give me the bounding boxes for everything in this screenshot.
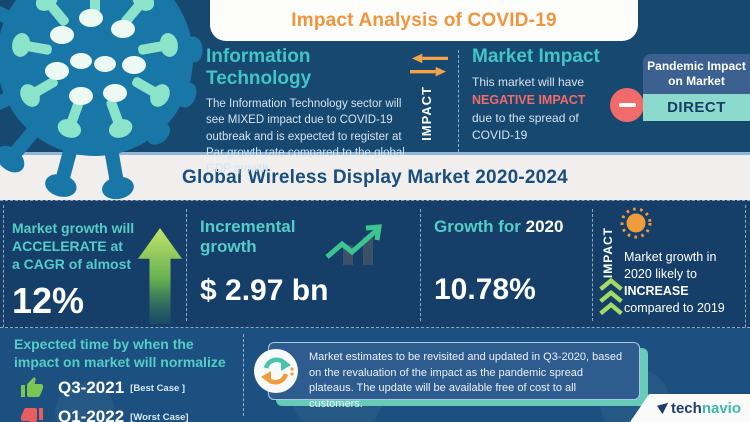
thumbs-down-icon xyxy=(21,408,43,422)
dashed-edge-right xyxy=(745,205,746,417)
cagr-line-1: Market growth will xyxy=(12,220,135,236)
brand-name-prefix: tech xyxy=(670,399,702,417)
sector-description: The Information Technology sector will s… xyxy=(206,98,405,176)
exchange-arrows-icon xyxy=(410,53,448,77)
coronavirus-icon xyxy=(0,0,204,202)
market-impact-line3: COVID-19 xyxy=(472,127,528,142)
update-note-text: Market estimates to be revisited and upd… xyxy=(309,351,623,410)
market-title-strip: Global Wireless Display Market 2020-2024 xyxy=(0,152,750,200)
cagr-line-3: a CAGR of almost xyxy=(12,256,132,273)
best-case-note: [Best Case ] xyxy=(130,382,186,394)
growth-2020-stat: Growth for 2020 10.78% xyxy=(434,217,584,307)
cagr-line-2: ACCELERATE at xyxy=(12,238,123,255)
dashed-divider xyxy=(243,334,244,416)
growth-up-arrow-icon xyxy=(138,228,182,324)
worst-case-note: [Worst Case] xyxy=(130,411,189,422)
dashed-divider xyxy=(420,209,421,321)
dashed-divider xyxy=(592,209,593,321)
minus-circle-icon xyxy=(610,88,644,122)
best-case-row: Q3-2021 [Best Case ] xyxy=(20,376,226,400)
page-title: Impact Analysis of COVID-19 xyxy=(291,9,557,31)
sun-impact-icon xyxy=(620,207,652,239)
dashed-divider xyxy=(458,50,459,152)
impact-note-line1: Market growth in xyxy=(624,250,717,264)
incremental-growth-stat: Incremental growth $ 2.97 bn xyxy=(200,217,410,308)
sector-impact-section: Information Technology The Information T… xyxy=(206,46,410,178)
dashed-edge-left xyxy=(3,205,4,417)
incremental-growth-label: Incremental growth xyxy=(200,217,296,257)
growth-2020-label-year: 2020 xyxy=(525,217,564,236)
growth-2020-label-prefix: Growth for xyxy=(434,217,526,236)
worst-case-row: Q1-2022 [Worst Case] xyxy=(20,405,226,422)
market-impact-line2: due to the spread of xyxy=(472,110,579,125)
impact-note-line3: compared to 2019 xyxy=(624,300,725,315)
best-case-value: Q3-2021 xyxy=(58,378,125,398)
worst-case-value: Q1-2022 xyxy=(58,407,125,422)
technavio-logo: tech navio xyxy=(630,394,750,422)
dashed-divider xyxy=(186,209,187,321)
impact-note-line2: 2020 likely to xyxy=(624,266,697,281)
incremental-growth-value: $ 2.97 bn xyxy=(200,273,329,307)
pandemic-direct-badge: DIRECT xyxy=(643,94,750,121)
normalize-title-line1: Expected time by when the xyxy=(14,336,194,352)
market-impact-line1: This market will have xyxy=(472,75,585,89)
market-impact-title: Market Impact xyxy=(472,46,600,67)
impact-side-note: Market growth in 2020 likely to INCREASE… xyxy=(624,249,748,317)
bottom-band: Expected time by when the impact on mark… xyxy=(0,328,750,422)
technavio-arrow-icon xyxy=(656,402,669,414)
impact-note-highlight: INCREASE xyxy=(624,283,689,298)
sector-title: Information Technology xyxy=(206,46,312,89)
impact-axis-label-side: IMPACT xyxy=(601,227,615,279)
growth-2020-label: Growth for 2020 xyxy=(434,217,594,237)
trend-up-icon xyxy=(325,224,382,265)
market-title: Global Wireless Display Market 2020-2024 xyxy=(182,166,568,188)
pandemic-impact-panel: Pandemic Impact on Market DIRECT xyxy=(643,54,750,121)
pandemic-panel-label: Pandemic Impact on Market xyxy=(643,54,750,94)
stats-band: Market growth will ACCELERATE at a CAGR … xyxy=(0,200,750,328)
thumbs-up-icon xyxy=(21,377,43,398)
normalize-title-line2: impact on market will normalize xyxy=(14,354,226,371)
negative-impact-highlight: NEGATIVE IMPACT xyxy=(472,93,586,108)
growth-2020-value: 10.78% xyxy=(434,273,536,307)
cagr-value: 12% xyxy=(12,279,85,321)
market-impact-section: Market Impact This market will have NEGA… xyxy=(472,46,614,144)
normalize-section: Expected time by when the impact on mark… xyxy=(14,335,226,422)
header-banner: Impact Analysis of COVID-19 xyxy=(210,0,638,41)
cagr-stat: Market growth will ACCELERATE at a CAGR … xyxy=(12,219,134,322)
increase-chevrons-icon xyxy=(599,277,623,316)
update-note-box: Market estimates to be revisited and upd… xyxy=(254,342,640,410)
brand-name-suffix: navio xyxy=(701,399,741,417)
refresh-icon xyxy=(254,349,298,393)
impact-axis-label: IMPACT xyxy=(419,86,434,141)
